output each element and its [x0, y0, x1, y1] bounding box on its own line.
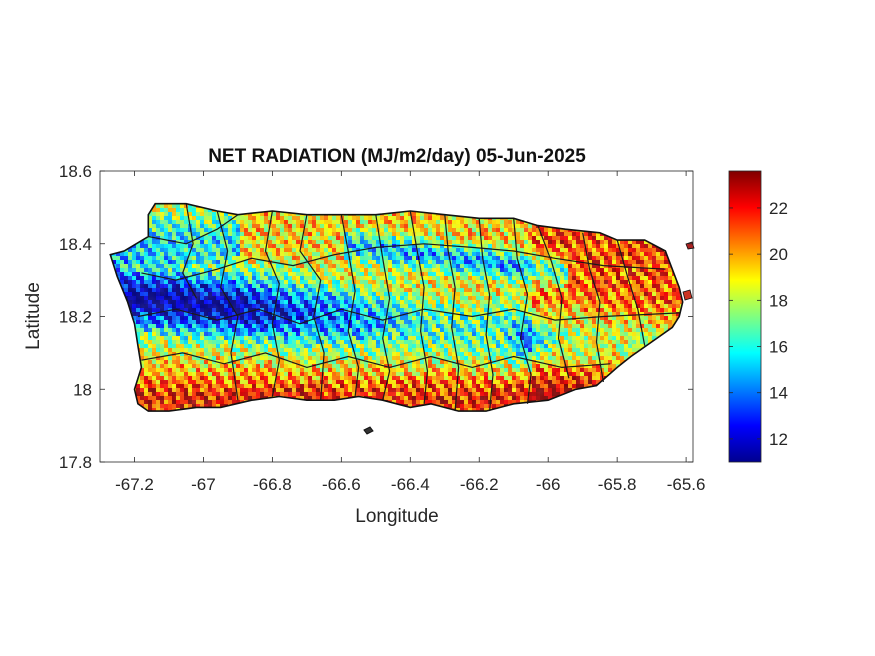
heatmap-layer: [110, 203, 683, 412]
